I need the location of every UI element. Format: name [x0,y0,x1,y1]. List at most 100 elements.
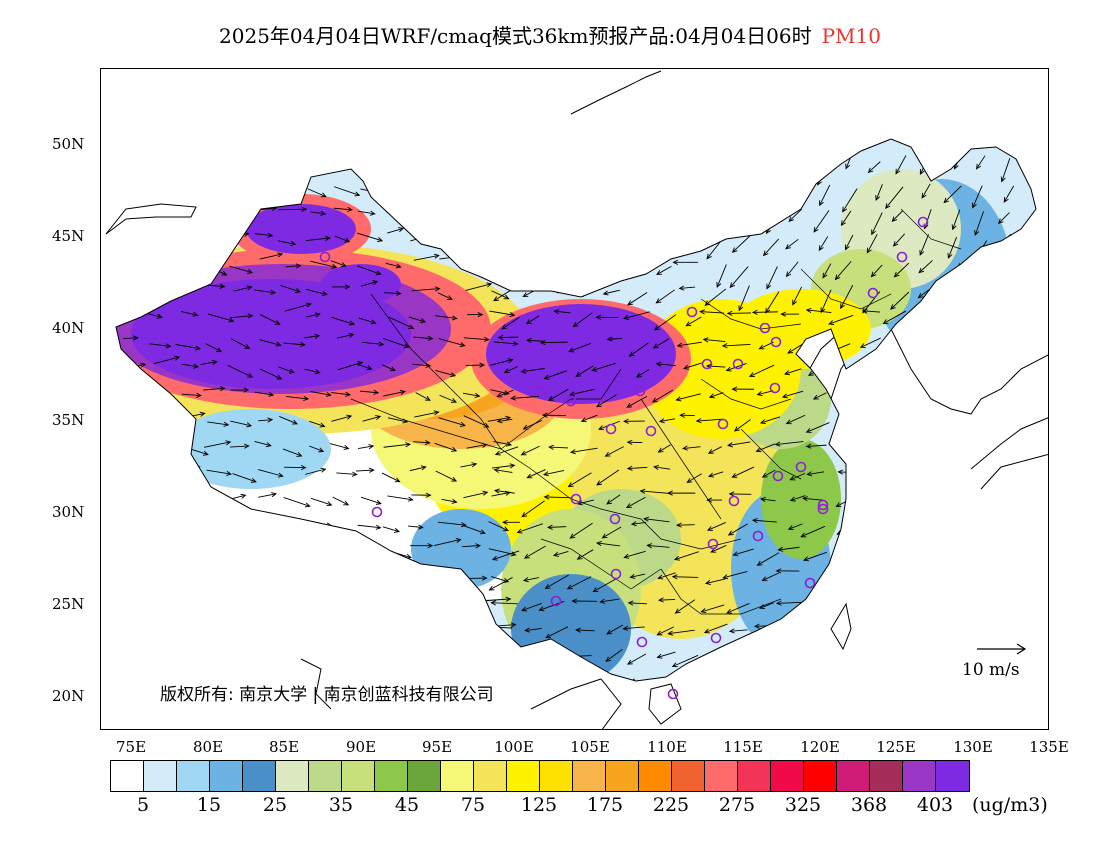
wind-vector [360,280,379,287]
wind-vector [679,412,695,418]
wind-vector [972,185,983,209]
wind-vector [149,523,170,535]
wind-vector [437,629,461,636]
wind-vector [756,390,774,397]
city-marker [570,493,582,505]
wind-vector [411,286,441,292]
wind-vector [310,624,331,630]
wind-vector [727,441,751,448]
wind-vector [153,258,179,265]
wind-vector [947,292,959,305]
wind-vector [502,519,520,525]
lat-label-45n: 45N [52,227,85,245]
wind-vector [891,598,908,604]
wind-vector [491,650,517,657]
wind-vector [784,368,802,376]
wind-vector [803,338,825,344]
wind-vector [122,307,145,314]
city-marker [610,568,622,580]
wind-vector [549,154,567,161]
wind-vector [180,233,208,240]
wind-vector [493,488,515,494]
wind-vector [438,338,466,348]
city-marker [717,418,729,430]
wind-vector [494,446,519,456]
wind-vector [760,416,781,425]
wind-vector [304,333,321,339]
wind-vector [434,537,462,547]
wind-vector [569,522,593,539]
wind-vector [751,309,778,315]
wind-vector [360,389,380,395]
wind-vector [437,184,462,195]
wind-vector [789,472,806,481]
wind-vector [497,674,515,680]
colorbar-unit: (ug/m3) [972,794,1048,816]
wind-vector [460,462,478,468]
wind-vector [125,469,145,476]
wind-vector [465,282,493,291]
wind-vector [819,184,831,207]
wind-vector [885,497,909,503]
wind-vector [202,597,222,603]
wind-vector [601,677,621,681]
wind-vector [657,572,676,580]
wind-vector [890,471,910,477]
wind-vector [777,546,800,552]
wind-vector [712,209,722,229]
wind-vector [310,260,338,269]
wind-vector [960,313,981,325]
colorbar-label: 25 [262,794,288,816]
wind-vector [358,592,375,598]
wind-vector [493,341,519,347]
wind-vector [775,568,800,574]
wind-vector [677,207,695,218]
wind-vector [125,154,144,160]
lon-label-125e: 125E [876,738,916,756]
wind-vector [281,544,298,551]
wind-vector [544,574,569,589]
wind-vector [591,362,617,372]
wind-vector [489,646,515,652]
wind-vector [568,388,595,397]
wind-vector [761,469,776,478]
wind-vector [126,675,144,681]
wind-vector [884,652,905,662]
wind-vector [125,594,141,600]
wind-vector [857,422,882,437]
wind-vector [254,289,276,295]
wind-vector [668,679,675,681]
wind-vector [122,335,139,341]
wind-vector [356,551,380,558]
wind-vector [510,395,540,401]
wind-vector [125,414,142,420]
wind-vector [959,365,981,378]
wind-vector [785,414,806,425]
wind-vector [386,623,413,634]
wind-vector [1000,158,1011,183]
wind-vector [310,497,333,507]
wind-vector [434,442,458,452]
colorbar-box-3 [210,761,243,791]
wind-vector [283,184,306,196]
wind-vector [657,444,671,453]
wind-vector [789,495,806,502]
wind-vector [307,188,327,198]
wind-vector [387,417,409,424]
wind-vector [147,313,163,319]
wind-vector [305,288,328,296]
city-marker [710,632,722,644]
wind-vector [603,182,623,191]
colorbar-label: 15 [196,794,222,816]
wind-vector [309,445,325,453]
map-panel[interactable] [100,68,1049,730]
wind-vector [412,650,434,656]
wind-vector [702,337,726,343]
colorbar-box-2 [177,761,210,791]
wind-vector [543,370,568,380]
colorbar-label: 75 [460,794,486,816]
korea-japan-coast [870,308,1048,415]
wind-vector [467,312,484,318]
wind-vector [439,394,457,403]
wind-vector [627,292,648,306]
